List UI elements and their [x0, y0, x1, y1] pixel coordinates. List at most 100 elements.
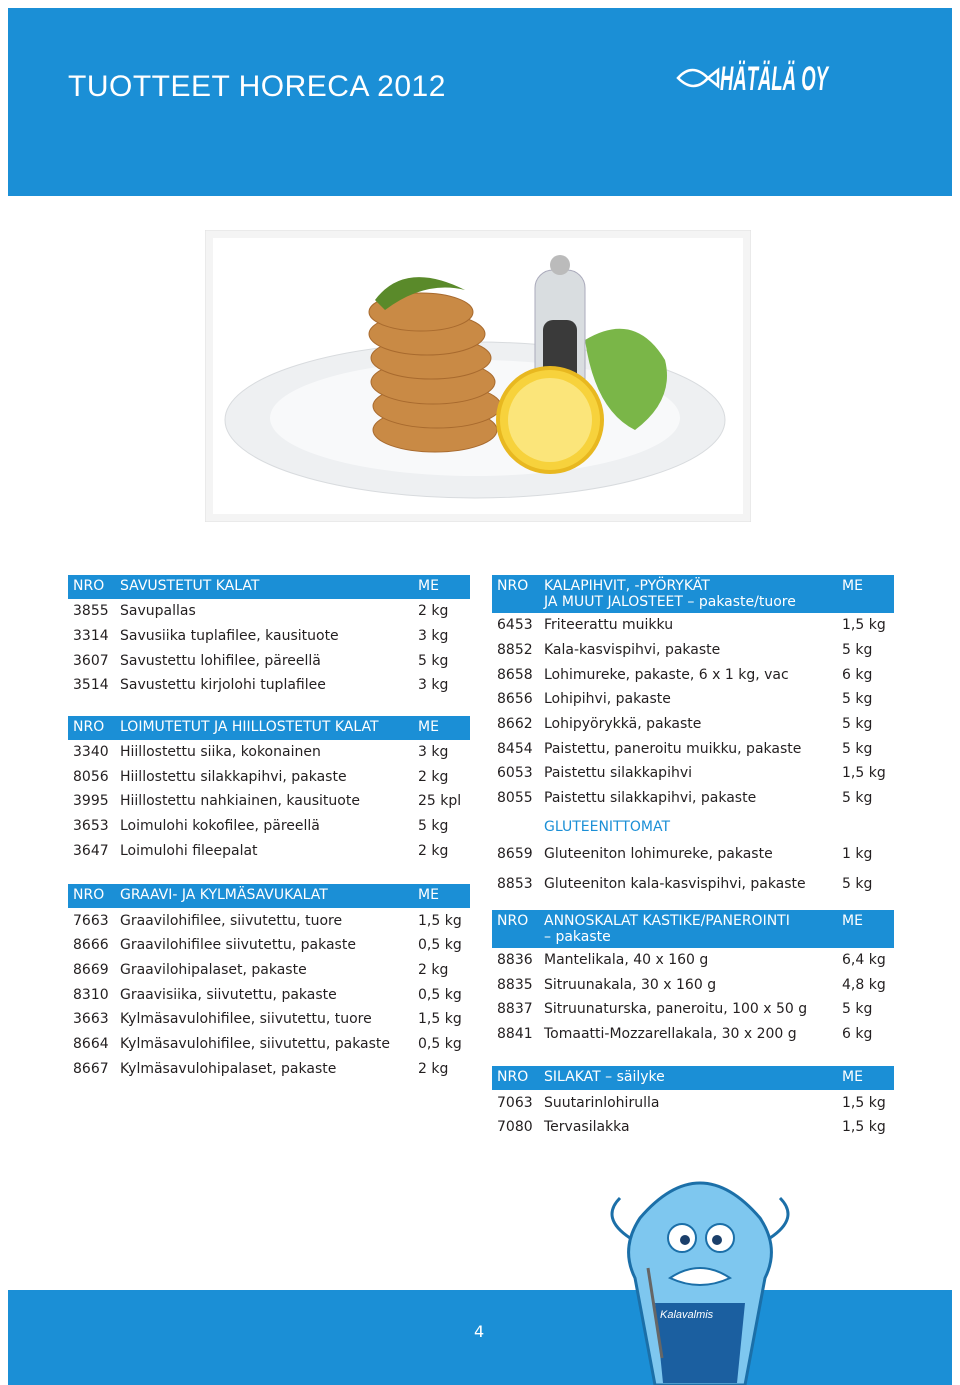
- cell: 3653: [73, 818, 109, 835]
- cell: 8666: [73, 937, 109, 954]
- product-section: NRO SILAKAT – säilyke ME 7063 Suutarinlohiru…: [492, 1066, 894, 1139]
- header-title-line: JA MUUT JALOSTEET – pakaste/tuore: [544, 594, 796, 610]
- cell: 1,5 kg: [418, 1011, 462, 1028]
- cell: 1,5 kg: [418, 912, 462, 929]
- cell: 1 kg: [842, 845, 873, 862]
- cell: 2 kg: [418, 961, 449, 978]
- cell: 1,5 kg: [842, 1119, 886, 1136]
- cell: Kylmäsavulohipalaset, pakaste: [120, 1060, 337, 1077]
- cell: Gluteeniton kala-kasvispihvi, pakaste: [544, 875, 806, 892]
- table-row: 3663 Kylmäsavulohifilee, siivutettu, tuor…: [68, 1007, 470, 1032]
- cell: 7663: [73, 912, 109, 929]
- product-photo: [205, 230, 751, 522]
- header-me: ME: [842, 912, 863, 929]
- table-row: 3314 Savusiika tuplafilee, kausituote 3 kg: [68, 624, 470, 649]
- cell: 5 kg: [842, 691, 873, 708]
- cell: Kala-kasvispihvi, pakaste: [544, 642, 721, 659]
- table-row: 3995 Hiillostettu nahkiainen, kausituote 2…: [68, 789, 470, 814]
- cell: 8841: [497, 1025, 533, 1042]
- cell: Kylmäsavulohifilee, siivutettu, tuore: [120, 1011, 372, 1028]
- cell: 0,5 kg: [418, 986, 462, 1003]
- cell: 8656: [497, 691, 533, 708]
- table-row: 8853 Gluteeniton kala-kasvispihvi, pakast…: [492, 869, 894, 899]
- table-row: 8835 Sitruunakala, 30 x 160 g 4,8 kg: [492, 972, 894, 997]
- cell: Graavilohipalaset, pakaste: [120, 961, 307, 978]
- cell: 3855: [73, 603, 109, 620]
- cell: 7063: [497, 1094, 533, 1111]
- section-header: NRO SILAKAT – säilyke ME: [492, 1066, 894, 1091]
- header-title-line: KALAPIHVIT, -PYÖRYKÄT: [544, 578, 710, 594]
- cell: 3663: [73, 1011, 109, 1028]
- cell: 5 kg: [842, 642, 873, 659]
- header-nro: NRO: [497, 578, 529, 594]
- cell: 1,5 kg: [842, 617, 886, 634]
- table-row: 8310 Graavisiika, siivutettu, pakaste 0,5 …: [68, 982, 470, 1007]
- cell: 3607: [73, 652, 109, 669]
- table-row: 3514 Savustettu kirjolohi tuplafilee 3 kg: [68, 673, 470, 698]
- cell: 25 kpl: [418, 793, 462, 810]
- cell: 5 kg: [842, 1001, 873, 1018]
- cell: Loimulohi fileepalat: [120, 842, 258, 859]
- logo-text: HÄTÄLÄ OY: [720, 60, 830, 98]
- cell: 8055: [497, 790, 533, 807]
- header-title-line: SILAKAT – säilyke: [544, 1069, 665, 1086]
- cell: 6053: [497, 765, 533, 782]
- header-me: ME: [842, 578, 863, 594]
- right-column: NRO KALAPIHVIT, -PYÖRYKÄT JA MUUT JALOSTEE…: [492, 575, 894, 1140]
- table-row: 8658 Lohimureke, pakaste, 6 x 1 kg, vac 6 …: [492, 662, 894, 687]
- left-column: NRO SAVUSTETUT KALAT ME 3855 Savupallas 2 kg 3…: [68, 575, 470, 1081]
- footer-band: [8, 1290, 952, 1385]
- cell: 8659: [497, 845, 533, 862]
- cell: Graavilohifilee siivutettu, pakaste: [120, 937, 356, 954]
- section-header: NRO KALAPIHVIT, -PYÖRYKÄT JA MUUT JALOSTEE…: [492, 575, 894, 613]
- cell: 3314: [73, 628, 109, 645]
- header-nro: NRO: [497, 912, 529, 929]
- cell: Loimulohi kokofilee, päreellä: [120, 818, 320, 835]
- table-row: 8669 Graavilohipalaset, pakaste 2 kg: [68, 958, 470, 983]
- cell: 5 kg: [418, 818, 449, 835]
- header-title: ANNOSKALAT KASTIKE/PANEROINTI – pakaste: [544, 913, 842, 945]
- cell: 6453: [497, 617, 533, 634]
- section-header: NRO GRAAVI- JA KYLMÄSAVUKALAT ME: [68, 884, 470, 909]
- cell: 0,5 kg: [418, 1035, 462, 1052]
- table-row: 3607 Savustettu lohifilee, päreellä 5 kg: [68, 648, 470, 673]
- cell: Paistettu, paneroitu muikku, pakaste: [544, 740, 802, 757]
- header-title-line: – pakaste: [544, 928, 611, 945]
- table-row: 8666 Graavilohifilee siivutettu, pakaste 0…: [68, 933, 470, 958]
- cell: 3340: [73, 744, 109, 761]
- cell: Hiillostettu silakkapihvi, pakaste: [120, 768, 347, 785]
- cell: Mantelikala, 40 x 160 g: [544, 951, 709, 968]
- cell: 0,5 kg: [418, 937, 462, 954]
- header-title-line: GRAAVI- JA KYLMÄSAVUKALAT: [120, 887, 328, 904]
- cell: 4,8 kg: [842, 976, 886, 993]
- cell: 8662: [497, 716, 533, 733]
- cell: Savupallas: [120, 603, 196, 620]
- cell: Tervasilakka: [544, 1119, 630, 1136]
- cell: 3 kg: [418, 744, 449, 761]
- table-row: 8852 Kala-kasvispihvi, pakaste 5 kg: [492, 638, 894, 663]
- cell: Paistettu silakkapihvi, pakaste: [544, 790, 757, 807]
- cell: Friteerattu muikku: [544, 617, 674, 634]
- cell: 8835: [497, 976, 533, 993]
- mascot-label: Kalavalmis: [660, 1309, 714, 1321]
- cell: 1,5 kg: [842, 1094, 886, 1111]
- cell: 7080: [497, 1119, 533, 1136]
- cell: Kylmäsavulohifilee, siivutettu, pakaste: [120, 1035, 391, 1052]
- subheading: GLUTEENITTOMAT: [544, 818, 671, 835]
- header-title: SAVUSTETUT KALAT: [120, 578, 418, 596]
- table-row: 8454 Paistettu, paneroitu muikku, pakaste…: [492, 736, 894, 761]
- mascot: Kalavalmis: [610, 1181, 790, 1385]
- table-row: 8841 Tomaatti-Mozzarellakala, 30 x 200 g 6…: [492, 1022, 894, 1047]
- header-nro: NRO: [73, 887, 105, 904]
- header-title: SILAKAT – säilyke: [544, 1069, 842, 1087]
- header-nro: NRO: [73, 718, 105, 735]
- cell: 2 kg: [418, 603, 449, 620]
- cell: 5 kg: [842, 740, 873, 757]
- section-header: NRO LOIMUTETUT JA HIILLOSTETUT KALAT ME: [68, 715, 470, 740]
- cell: 8664: [73, 1035, 109, 1052]
- cell: 8310: [73, 986, 109, 1003]
- cell: 5 kg: [418, 652, 449, 669]
- cell: Graavisiika, siivutettu, pakaste: [120, 986, 337, 1003]
- table-row: 7080 Tervasilakka 1,5 kg: [492, 1115, 894, 1140]
